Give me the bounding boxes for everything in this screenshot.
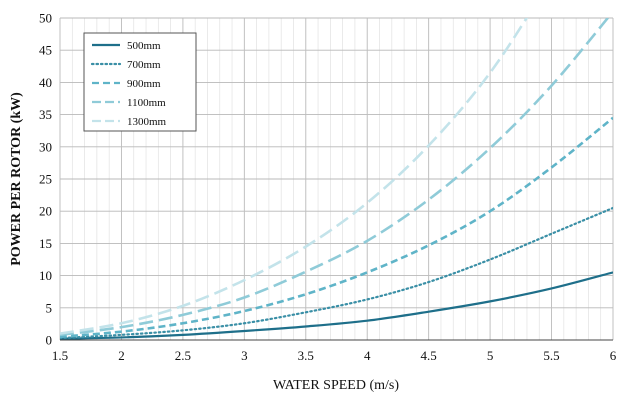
y-tick-label: 45	[39, 43, 52, 58]
x-axis-title: WATER SPEED (m/s)	[273, 378, 399, 393]
series-lines	[60, 18, 613, 340]
y-tick-label: 25	[39, 172, 52, 187]
legend-label-900mm: 900mm	[127, 78, 161, 90]
x-tick-label: 3	[241, 348, 248, 363]
y-tick-label: 40	[39, 75, 52, 90]
legend-label-700mm: 700mm	[127, 59, 161, 71]
legend: 500mm 700mm 900mm 1100mm 1300mm	[83, 32, 197, 132]
y-axis-title: POWER PER ROTOR (kW)	[9, 92, 24, 266]
x-tick-label: 4	[364, 348, 371, 363]
y-tick-label: 30	[39, 139, 52, 154]
y-tick-label: 5	[46, 300, 53, 315]
x-tick-label: 1.5	[52, 348, 68, 363]
legend-label-1100mm: 1100mm	[127, 97, 166, 109]
series-line-1300mm	[60, 18, 529, 335]
series-line-500mm	[60, 271, 613, 340]
x-tick-label: 6	[610, 348, 617, 363]
y-tick-label: 50	[39, 11, 52, 26]
legend-label-1300mm: 1300mm	[127, 116, 167, 128]
series-line-900mm	[60, 116, 613, 339]
legend-label-500mm: 500mm	[127, 40, 161, 52]
y-tick-label: 10	[39, 268, 52, 283]
series-line-700mm	[60, 206, 613, 340]
x-tick-label: 3.5	[298, 348, 314, 363]
series-line-1100mm	[60, 18, 610, 337]
x-tick-label: 2	[118, 348, 125, 363]
x-tick-label: 2.5	[175, 348, 191, 363]
x-tick-label: 5.5	[543, 348, 559, 363]
y-tick-label: 20	[39, 204, 52, 219]
x-tick-label: 4.5	[421, 348, 437, 363]
x-tick-labels: 1.5 2 2.5 3 3.5 4 4.5 5 5.5 6	[52, 348, 617, 363]
y-tick-labels: 0 5 10 15 20 25 30 35 40 45 50	[39, 11, 52, 348]
y-tick-label: 35	[39, 107, 52, 122]
y-tick-label: 0	[46, 333, 53, 348]
y-tick-label: 15	[39, 236, 52, 251]
x-tick-label: 5	[487, 348, 494, 363]
legend-box	[83, 32, 197, 132]
